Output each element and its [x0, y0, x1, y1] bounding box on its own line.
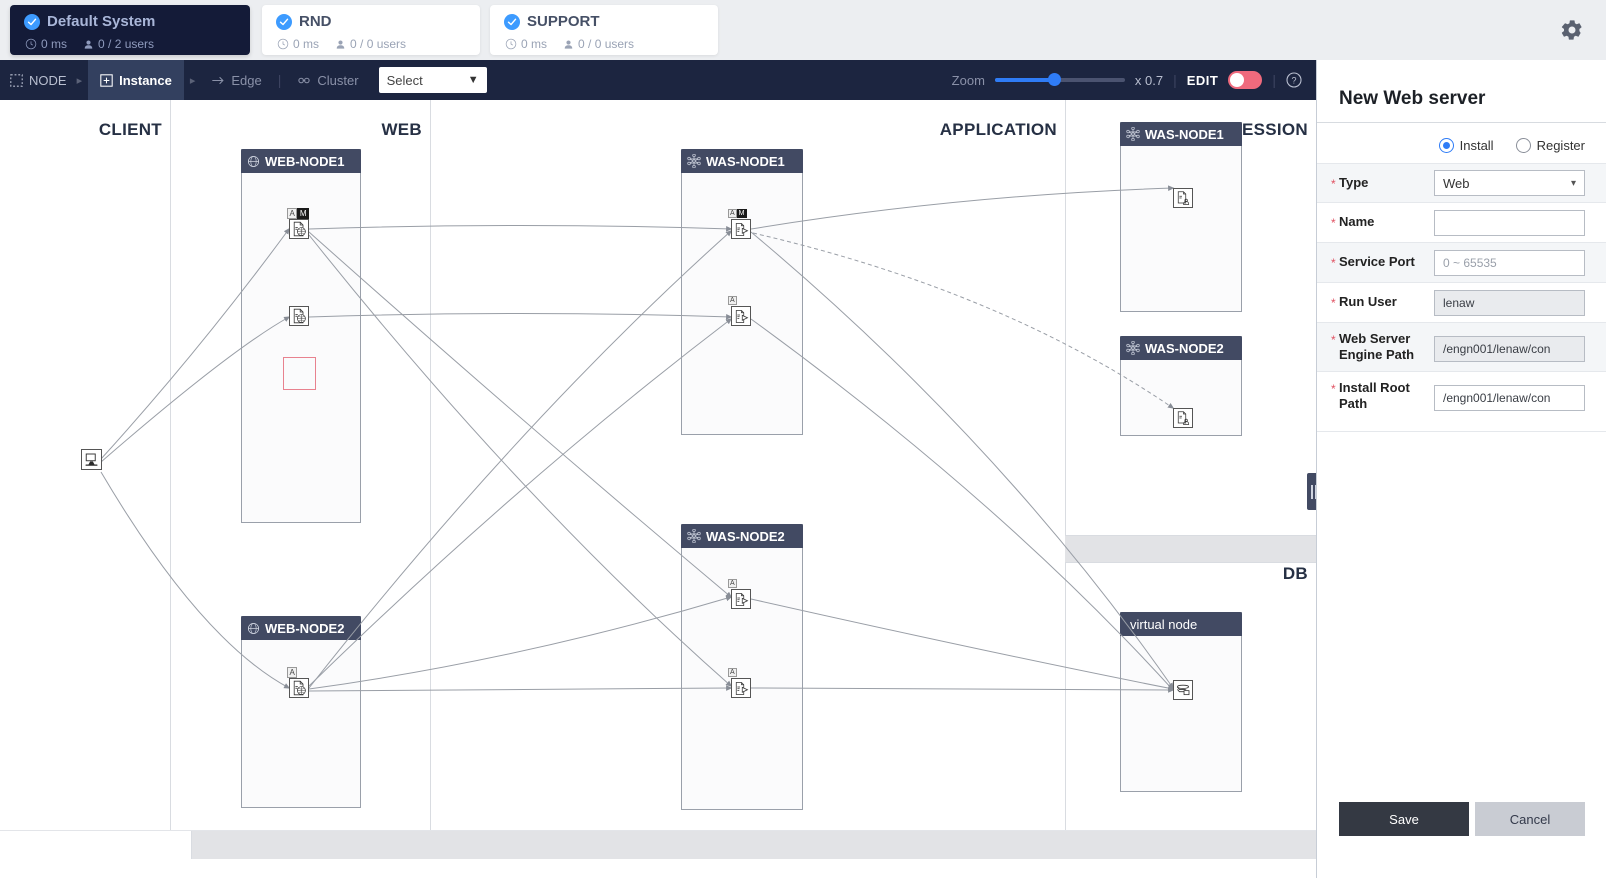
svg-text:?: ?	[1291, 76, 1296, 86]
